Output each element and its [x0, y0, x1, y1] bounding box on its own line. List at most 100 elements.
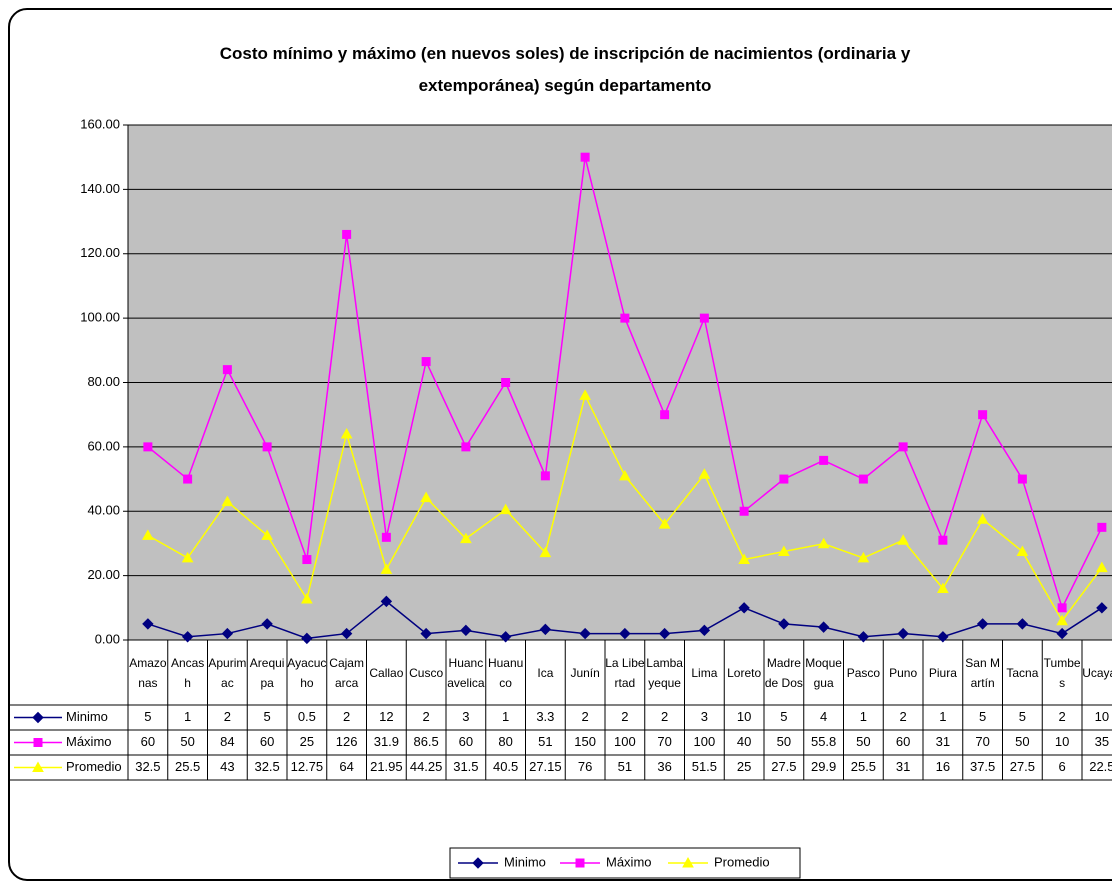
- table-value: 1: [502, 709, 509, 724]
- category-cell: Cajamarca: [329, 655, 364, 690]
- table-value: 100: [694, 734, 716, 749]
- table-value: 60: [896, 734, 910, 749]
- category-cell: Ica: [537, 665, 554, 680]
- marker: [819, 455, 829, 465]
- table-value: 29.9: [811, 759, 836, 774]
- category-cell: Arequipa: [249, 655, 285, 690]
- table-value: 84: [220, 734, 234, 749]
- marker: [302, 555, 312, 565]
- marker: [619, 469, 631, 481]
- marker: [580, 152, 590, 162]
- marker: [183, 474, 193, 484]
- table-value: 76: [578, 759, 592, 774]
- legend-label: Promedio: [714, 854, 770, 869]
- table-value: 80: [498, 734, 512, 749]
- x-tick-label: Madre de Dos: [764, 655, 803, 690]
- category-cell: Ancash: [171, 656, 204, 690]
- table-value: 31: [896, 759, 910, 774]
- x-tick-label: Piura: [928, 665, 957, 680]
- category-cell: Huancavelica: [447, 655, 485, 690]
- marker: [222, 365, 232, 375]
- marker: [420, 491, 432, 503]
- table-value: 12: [379, 709, 393, 724]
- marker: [221, 495, 234, 507]
- table-value: 60: [141, 734, 155, 749]
- y-tick-label: 80.00: [87, 374, 120, 389]
- category-cell: Cusco: [409, 665, 444, 680]
- table-value: 40.5: [493, 759, 518, 774]
- marker: [938, 535, 948, 545]
- marker: [1057, 603, 1067, 613]
- x-tick-label: Ica: [537, 665, 554, 680]
- y-tick-label: 120.00: [80, 245, 120, 260]
- x-tick-label: Lambayeque: [646, 655, 683, 690]
- table-value: 36: [657, 759, 671, 774]
- marker: [142, 618, 154, 630]
- marker: [1096, 602, 1108, 614]
- table-value: 10: [1095, 709, 1109, 724]
- marker: [181, 631, 194, 643]
- marker: [381, 532, 391, 542]
- x-tick-label: Loreto: [727, 665, 762, 680]
- marker: [421, 357, 431, 367]
- marker: [817, 537, 830, 549]
- category-cell: Lima: [691, 666, 717, 680]
- table-value: 31: [936, 734, 950, 749]
- table-value: 64: [339, 759, 353, 774]
- row-header: Promedio: [66, 759, 122, 774]
- table-value: 50: [856, 734, 870, 749]
- marker: [976, 618, 989, 630]
- table-value: 50: [1015, 734, 1029, 749]
- marker: [142, 529, 154, 540]
- marker: [1056, 627, 1068, 640]
- category-cell: San Martín: [965, 655, 1000, 690]
- marker: [898, 442, 908, 452]
- x-tick-label: Moquegua: [805, 655, 842, 690]
- category-cell: Apurimac: [208, 656, 246, 690]
- marker: [660, 410, 670, 420]
- marker: [181, 551, 194, 563]
- legend-key-marker: [33, 738, 43, 747]
- x-tick-label: Callao: [369, 665, 404, 680]
- marker: [817, 621, 830, 633]
- marker: [658, 627, 671, 640]
- x-tick-label: Puno: [889, 665, 918, 680]
- marker: [778, 545, 790, 556]
- table-value: 60: [459, 734, 473, 749]
- marker: [739, 506, 749, 516]
- x-tick-label: Tacna: [1006, 665, 1039, 680]
- x-tick-label: Huancavelica: [447, 655, 485, 690]
- table-value: 37.5: [970, 759, 995, 774]
- marker: [499, 631, 512, 643]
- table-value: 55.8: [811, 734, 836, 749]
- table-value: 44.25: [410, 759, 443, 774]
- table-value: 1: [860, 709, 867, 724]
- table-value: 2: [423, 709, 430, 724]
- marker: [738, 602, 750, 614]
- marker: [342, 229, 352, 239]
- table-value: 50: [180, 734, 194, 749]
- marker: [1016, 545, 1029, 556]
- category-cell: Junín: [570, 665, 600, 680]
- x-tick-label: Junín: [570, 665, 600, 680]
- marker: [340, 627, 353, 640]
- table-value: 27.15: [529, 759, 562, 774]
- x-tick-label: Arequipa: [249, 655, 285, 690]
- table-value: 3.3: [536, 709, 554, 724]
- marker: [779, 474, 789, 484]
- x-tick-label: Cajamarca: [329, 655, 364, 690]
- y-tick-label: 60.00: [87, 438, 120, 453]
- x-tick-label: San Martín: [965, 655, 1000, 690]
- marker: [461, 442, 471, 452]
- category-cell: Amazonas: [129, 655, 167, 690]
- table-value: 3: [462, 709, 469, 724]
- marker: [937, 631, 949, 643]
- category-cell: Ayacucho: [287, 656, 326, 690]
- x-tick-label: Cusco: [409, 665, 444, 680]
- table-value: 0.5: [298, 709, 316, 724]
- x-tick-label: Amazonas: [129, 655, 167, 690]
- category-cell: Ucayali: [1082, 666, 1112, 680]
- category-cell: Loreto: [727, 665, 762, 680]
- table-value: 16: [936, 759, 950, 774]
